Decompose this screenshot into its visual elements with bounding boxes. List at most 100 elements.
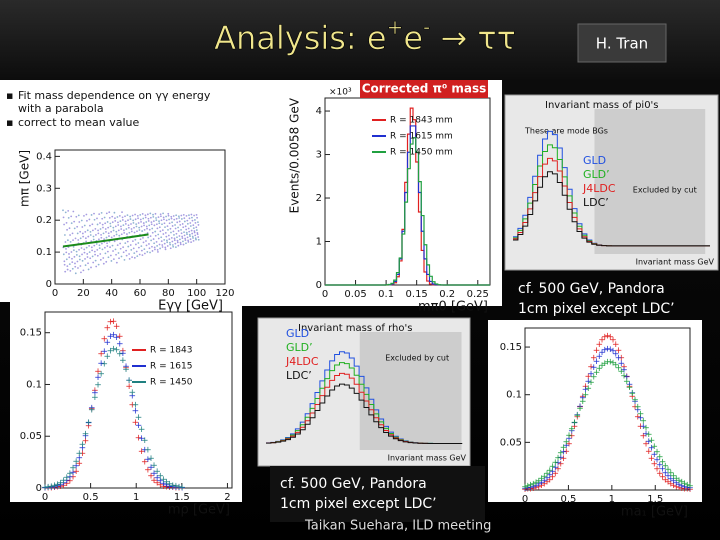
scatter-dot [176,239,179,242]
data-cross: + [538,474,546,484]
scatter-dot [97,263,100,266]
scatter-dot [97,232,100,235]
inset-legend: LDC’ [286,369,312,382]
data-cross: + [628,392,636,402]
data-cross: + [670,477,678,487]
scatter-dot [147,236,150,239]
y-tick-label: 0.3 [36,183,52,194]
data-cross: + [623,377,631,387]
data-cross: + [532,483,540,493]
data-cross: + [661,468,669,478]
scatter-dot [110,236,113,239]
data-cross: + [147,463,155,473]
scatter-dot [94,259,97,262]
x-tick-label: 0.5 [560,494,576,505]
data-cross: + [47,482,55,492]
scatter-dot [164,226,166,229]
scatter-dot [99,253,102,255]
data-cross: + [549,467,557,477]
scatter-dot [124,220,127,223]
scatter-dot [118,257,120,260]
scatter-dot [170,215,173,218]
data-cross: + [122,365,130,375]
scatter-dot [197,238,200,241]
scatter-dot [120,233,123,236]
scatter-dot [108,240,111,243]
data-cross: + [590,354,598,364]
scatter-dot [145,244,148,247]
scatter-dot [85,213,88,216]
scatter-dot [86,253,89,255]
data-cross: + [549,462,557,472]
scatter-dot [140,245,143,248]
data-cross: + [595,340,603,350]
scatter-dot [146,227,148,230]
x-tick-label: 1 [609,494,615,505]
data-cross: + [153,467,161,477]
scatter-dot [143,224,145,227]
data-cross: + [573,411,581,421]
scatter-dot [114,220,117,222]
scatter-dot [138,229,141,231]
scatter-dot [171,225,174,227]
data-cross: + [125,376,133,386]
scatter-dot [81,253,83,256]
data-cross: + [138,434,146,444]
scatter-dot [167,228,169,231]
scatter-dot [118,214,121,217]
data-cross: + [543,473,551,483]
data-cross: + [144,446,152,456]
scatter-dot [68,227,71,230]
scatter-dot [79,230,82,233]
data-cross: + [51,483,59,493]
scatter-dot [147,220,150,222]
data-cross: + [532,481,540,491]
scatter-dot [98,247,101,250]
scatter-dot [197,236,200,238]
data-cross: + [656,460,664,470]
author-box [577,23,667,63]
scatter-dot [154,212,157,215]
scatter-dot [145,221,148,223]
scatter-dot [103,238,105,241]
scatter-dot [184,239,187,242]
data-cross: + [562,447,570,457]
scatter-dot [168,238,171,241]
data-cross: + [44,483,52,493]
scatter-dot [144,216,147,219]
scatter-dot [156,249,159,251]
scatter-dot [106,245,109,247]
data-cross: + [104,352,112,362]
scatter-dot [76,225,79,228]
y-tick-label: 3 [316,150,322,161]
scatter-dot [101,217,104,220]
data-cross: + [72,461,80,471]
scatter-dot [155,240,158,243]
data-cross: + [672,478,680,488]
scatter-dot [129,218,132,220]
scatter-dot [168,218,170,221]
scatter-dot [93,218,96,221]
scatter-dot [117,229,120,232]
inset-xlabel: Invariant mass GeV [636,258,715,267]
data-cross: + [639,416,647,426]
data-cross: + [63,476,71,486]
x-tick-label: 0.05 [344,289,366,300]
scatter-dot [182,240,184,243]
scatter-dot [95,243,98,245]
data-cross: + [639,431,647,441]
data-cross: + [590,373,598,383]
y-tick-label: 0.1 [506,390,522,401]
x-axis-label: mπ0 [GeV] [418,300,488,315]
data-cross: + [576,402,584,412]
data-cross: + [554,465,562,475]
scatter-dot [162,212,164,215]
scatter-dot [125,228,128,230]
scatter-dot [150,221,153,224]
scatter-dot [197,221,199,223]
cut-region [594,109,706,254]
x-tick-label: 120 [215,288,234,299]
scatter-dot [72,245,75,248]
legend-label: R = 1615 mm [390,132,453,142]
